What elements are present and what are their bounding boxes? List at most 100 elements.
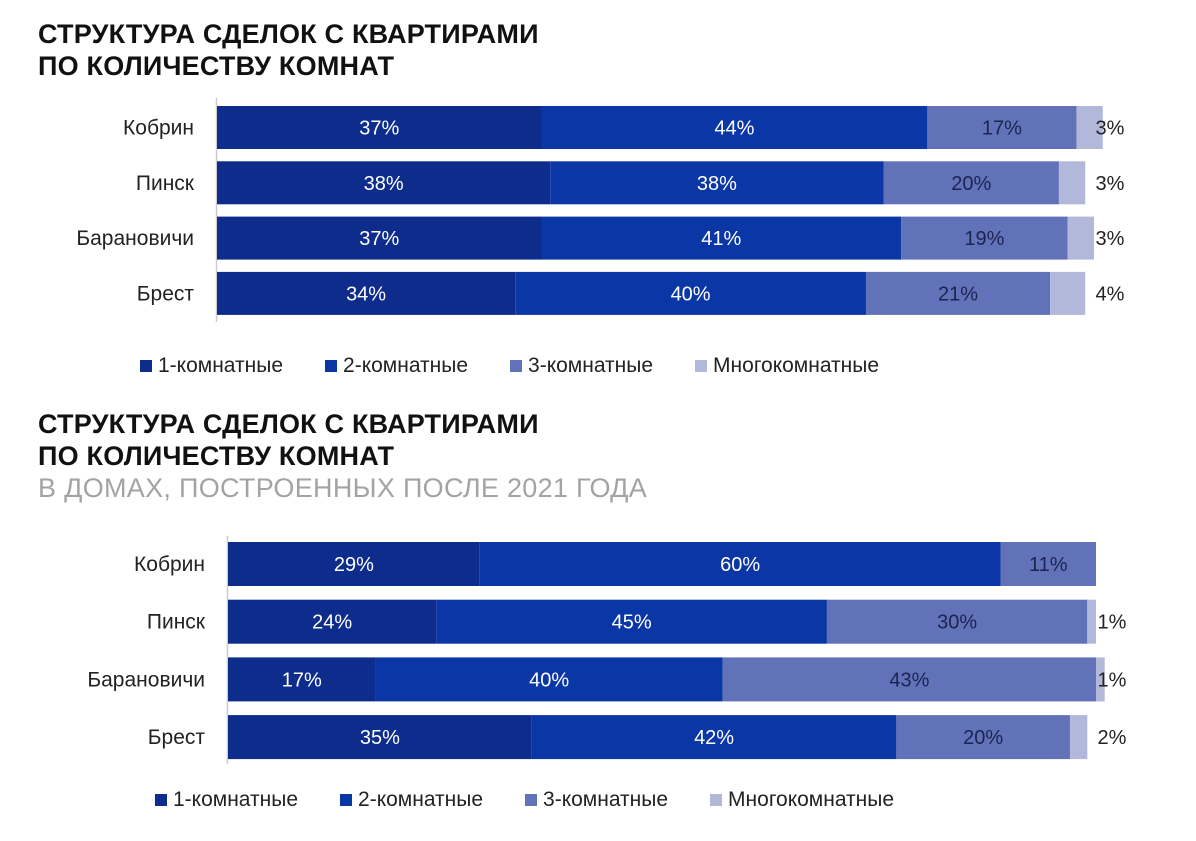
chart-1-legend-swatch-three-room [510, 360, 523, 372]
chart-2-legend: 1-комнатные 2-комнатные 3-комнатные Многоко… [155, 788, 894, 812]
chart-2-data-label-baranovichi-three-room: 43% [889, 669, 929, 691]
chart-1-legend-swatch-two-room [325, 360, 338, 372]
chart-2-legend-swatch-multi-room [710, 794, 723, 806]
chart-2-legend-label-three-room: 3-комнатные [543, 788, 669, 811]
chart-1-data-label-kobrin-multi-room: 3% [1096, 118, 1125, 140]
chart-2-legend-swatch-three-room [525, 794, 538, 806]
chart-2-legend-item-one-room: 1-комнатные [155, 788, 298, 812]
chart-1-bar-pinsk-one-room [217, 161, 551, 205]
chart-1-data-label-kobrin-two-room: 44% [714, 118, 754, 140]
chart-2-data-label-kobrin-three-room: 11% [1029, 554, 1068, 576]
chart-2-bar-kobrin-two-room [479, 542, 1001, 586]
chart-1-data-label-pinsk-one-room: 38% [364, 173, 404, 195]
chart-1-bar-kobrin-two-room [541, 106, 928, 149]
chart-1-bar-baranovichi-two-room [541, 216, 902, 260]
chart-1-data-label-brest-multi-room: 4% [1096, 283, 1125, 305]
chart-1-title-line-1: СТРУКТУРА СДЕЛОК С КВАРТИРАМИ [38, 19, 539, 49]
chart-2-bar-pinsk-three-room [826, 599, 1088, 644]
chart-1-bar-baranovichi-one-room [217, 216, 542, 260]
chart-1-bar-pinsk-multi-room [1058, 161, 1086, 205]
chart-2-data-label-brest-three-room: 20% [963, 727, 1003, 749]
chart-2-subtitle: В ДОМАХ, ПОСТРОЕННЫХ ПОСЛЕ 2021 ГОДА [38, 473, 648, 503]
chart-2-data-label-pinsk-multi-room: 1% [1098, 612, 1127, 634]
chart-1-bar-pinsk-two-room [550, 161, 884, 205]
chart-2-data-label-kobrin-one-room: 29% [334, 554, 374, 576]
chart-2-data-label-baranovichi-two-room: 40% [529, 669, 569, 691]
chart-1-bar-baranovichi-three-room [901, 216, 1068, 260]
chart-2-data-label-baranovichi-one-room: 17% [282, 669, 322, 691]
chart-1-plot: Кобрин 37% 44% 17% 3% Пинск 38% 38% 20% 3% Баранов… [76, 98, 1125, 322]
chart-2-data-label-brest-two-room: 42% [694, 727, 734, 749]
chart-2-legend-swatch-one-room [155, 794, 167, 806]
chart-1-bar-brest-three-room [865, 271, 1051, 315]
chart-2-legend-swatch-two-room [340, 794, 353, 806]
chart-2-legend-item-three-room: 3-комнатные [525, 788, 668, 812]
chart-2-data-label-pinsk-one-room: 24% [312, 612, 352, 634]
chart-1-legend-swatch-multi-room [695, 360, 708, 372]
chart-1-data-label-pinsk-multi-room: 3% [1096, 173, 1125, 195]
chart-1-data-label-pinsk-three-room: 20% [951, 173, 991, 195]
chart-1-bar-kobrin-one-room [217, 106, 542, 149]
chart-2-bar-kobrin-one-room [228, 542, 480, 586]
chart-2-bar-baranovichi-multi-room [1096, 657, 1105, 702]
chart-2-data-label-kobrin-two-room: 60% [720, 554, 760, 576]
chart-1-legend-item-one-room: 1-комнатные [140, 354, 283, 378]
chart-2-title: СТРУКТУРА СДЕЛОК С КВАРТИРАМИ ПО КОЛИЧЕС… [38, 408, 647, 504]
chart-1-data-label-kobrin-three-room: 17% [982, 118, 1022, 140]
chart-2-category-label-pinsk: Пинск [147, 611, 206, 634]
chart-2-bar-pinsk-multi-room [1087, 599, 1096, 644]
chart-2-category-label-baranovichi: Барановичи [87, 668, 205, 691]
chart-1-legend-item-two-room: 2-комнатные [325, 354, 468, 378]
chart-2-data-label-baranovichi-multi-room: 1% [1098, 669, 1127, 691]
chart-2-category-label-kobrin: Кобрин [134, 553, 205, 576]
chart-2-title-line-1: СТРУКТУРА СДЕЛОК С КВАРТИРАМИ [38, 409, 539, 439]
chart-1-data-label-baranovichi-one-room: 37% [359, 228, 399, 250]
chart-1-data-label-baranovichi-multi-room: 3% [1096, 228, 1125, 250]
chart-2-bar-baranovichi-three-room [722, 657, 1096, 702]
chart-1-bar-brest-two-room [515, 271, 866, 315]
chart-1-legend-label-multi-room: Многокомнатные [713, 354, 880, 377]
chart-1-legend-label-two-room: 2-комнатные [343, 354, 469, 377]
chart-2-legend-item-two-room: 2-комнатные [340, 788, 483, 812]
chart-1-data-label-brest-one-room: 34% [346, 283, 386, 305]
chart-1-category-label-kobrin: Кобрин [123, 117, 194, 140]
chart-2-legend-label-one-room: 1-комнатные [173, 788, 299, 811]
chart-1-legend-label-three-room: 3-комнатные [528, 354, 654, 377]
chart-2-bar-brest-two-room [531, 715, 897, 760]
chart-2-data-label-brest-one-room: 35% [360, 727, 400, 749]
chart-1-title: СТРУКТУРА СДЕЛОК С КВАРТИРАМИ ПО КОЛИЧЕС… [38, 18, 539, 82]
chart-1-data-label-brest-three-room: 21% [938, 283, 978, 305]
chart-1-bar-brest-one-room [217, 271, 516, 315]
chart-2-legend-item-multi-room: Многокомнатные [710, 788, 894, 812]
chart-2-bar-brest-multi-room [1069, 715, 1088, 760]
chart-2-legend-label-two-room: 2-комнатные [358, 788, 484, 811]
chart-2-legend-label-multi-room: Многокомнатные [728, 788, 895, 811]
chart-1-bar-kobrin-multi-room [1076, 106, 1103, 149]
chart-2-data-label-brest-multi-room: 2% [1098, 727, 1127, 749]
chart-2-plot: Кобрин 29% 60% 11% Пинск 24% 45% 30% 1% Баранович… [87, 536, 1127, 764]
chart-2-bar-kobrin-three-room [1000, 542, 1096, 586]
chart-2-category-label-brest: Брест [148, 726, 206, 749]
chart-1-bar-baranovichi-multi-room [1067, 216, 1094, 260]
chart-2-data-label-pinsk-three-room: 30% [937, 612, 977, 634]
chart-1-title-line-2: ПО КОЛИЧЕСТВУ КОМНАТ [38, 51, 395, 81]
chart-2-bar-pinsk-one-room [228, 599, 437, 644]
chart-1-data-label-brest-two-room: 40% [671, 283, 711, 305]
chart-2-data-label-pinsk-two-room: 45% [612, 612, 652, 634]
chart-1-legend-swatch-one-room [140, 360, 152, 372]
chart-1-bar-pinsk-three-room [883, 161, 1059, 205]
chart-1-data-label-pinsk-two-room: 38% [697, 173, 737, 195]
chart-1-category-label-pinsk: Пинск [136, 172, 195, 195]
chart-1-legend-item-multi-room: Многокомнатные [695, 354, 879, 378]
chart-2-bar-brest-one-room [228, 715, 532, 760]
chart-1-bar-brest-multi-room [1050, 271, 1086, 315]
chart-1-legend-label-one-room: 1-комнатные [158, 354, 284, 377]
chart-1-legend: 1-комнатные 2-комнатные 3-комнатные Многоко… [140, 354, 879, 378]
chart-2-bar-brest-three-room [896, 715, 1070, 760]
chart-2-title-line-2: ПО КОЛИЧЕСТВУ КОМНАТ [38, 441, 395, 471]
chart-1-data-label-baranovichi-two-room: 41% [701, 228, 741, 250]
chart-1-category-label-baranovichi: Барановичи [76, 227, 194, 250]
chart-1-legend-item-three-room: 3-комнатные [510, 354, 653, 378]
chart-1-data-label-baranovichi-three-room: 19% [964, 228, 1004, 250]
chart-2-bar-baranovichi-two-room [375, 657, 723, 702]
